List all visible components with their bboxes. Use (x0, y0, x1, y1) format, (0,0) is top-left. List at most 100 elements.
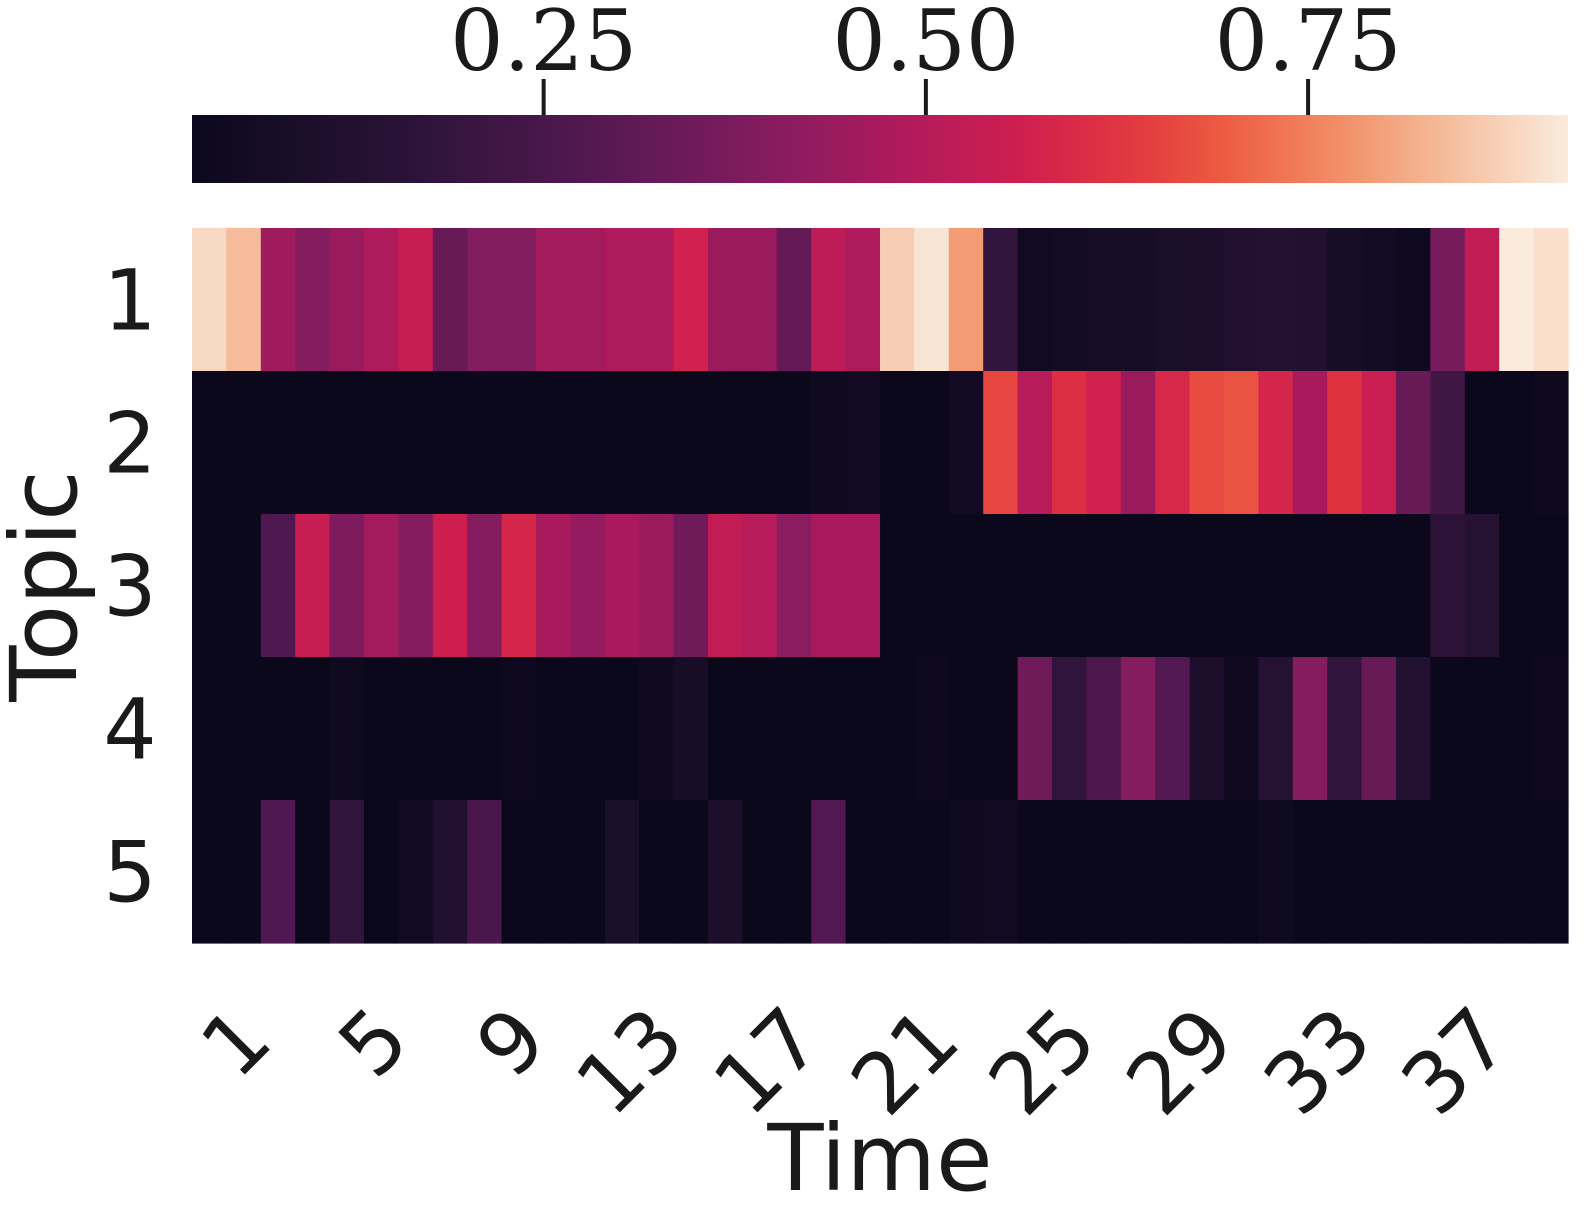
heatmap-cell (604, 800, 640, 944)
heatmap-cell (260, 228, 296, 372)
heatmap-cell (811, 371, 847, 515)
heatmap-cell (467, 371, 503, 515)
heatmap-cell (673, 228, 709, 372)
heatmap-cell (1430, 514, 1466, 658)
heatmap-cell (1327, 800, 1363, 944)
heatmap-cell (1120, 800, 1156, 944)
heatmap-cell (1052, 514, 1087, 658)
heatmap-cell (845, 800, 881, 944)
heatmap-cell (329, 657, 365, 801)
heatmap-cell (1292, 228, 1328, 372)
heatmap-cell (708, 371, 743, 515)
heatmap-cell (604, 371, 640, 515)
heatmap-cell (1499, 514, 1535, 658)
heatmap-cell (1224, 228, 1259, 372)
colorbar-tick-label: 0.75 (1215, 0, 1402, 90)
heatmap-cell (1533, 371, 1569, 515)
heatmap-cell (1327, 657, 1363, 801)
heatmap-cell (398, 228, 434, 372)
heatmap-cell (432, 800, 468, 944)
heatmap-cell (1396, 657, 1431, 801)
heatmap-cell (1327, 514, 1363, 658)
y-axis-label: Topic (0, 470, 98, 702)
heatmap-cell (1086, 800, 1122, 944)
heatmap-cell (1396, 514, 1431, 658)
heatmap-cell (845, 657, 881, 801)
heatmap-cells (192, 228, 1569, 944)
x-tick-label: 1 (182, 989, 289, 1096)
heatmap-cell (467, 228, 503, 372)
heatmap-cell (983, 228, 1019, 372)
heatmap-cell (776, 228, 812, 372)
heatmap-cell (673, 514, 709, 658)
heatmap-cell (604, 228, 640, 372)
heatmap-cell (673, 800, 709, 944)
heatmap-cell (914, 657, 950, 801)
heatmap-cell (226, 657, 262, 801)
heatmap-cell (1155, 800, 1191, 944)
heatmap-cell (742, 514, 778, 658)
heatmap-cell (948, 371, 984, 515)
heatmap-cell (192, 371, 227, 515)
heatmap-cell (467, 657, 503, 801)
heatmap-cell (1189, 514, 1225, 658)
heatmap-cell (983, 371, 1019, 515)
heatmap-cell (1464, 800, 1500, 944)
heatmap-cell (501, 657, 537, 801)
heatmap-cell (1533, 514, 1569, 658)
heatmap-cell (742, 228, 778, 372)
heatmap-cell (1533, 228, 1569, 372)
heatmap-cell (432, 228, 468, 372)
heatmap-cell (1464, 228, 1500, 372)
heatmap-cell (845, 514, 881, 658)
heatmap-cell (948, 800, 984, 944)
heatmap-cell (1017, 657, 1053, 801)
heatmap-cell (295, 371, 331, 515)
heatmap-cell (1086, 371, 1122, 515)
heatmap-cell (1396, 371, 1431, 515)
y-tick-label: 5 (103, 824, 156, 922)
heatmap-cell (1189, 800, 1225, 944)
heatmap-cell (1017, 371, 1053, 515)
y-tick-label: 3 (103, 538, 156, 636)
heatmap-cell (1361, 371, 1397, 515)
heatmap-cell (295, 514, 331, 658)
heatmap-cell (1258, 514, 1294, 658)
heatmap-cell (880, 228, 915, 372)
heatmap-cell (1430, 371, 1466, 515)
heatmap-cell (1396, 800, 1431, 944)
heatmap-cell (1189, 228, 1225, 372)
heatmap-cell (1155, 371, 1191, 515)
heatmap-cell (260, 371, 296, 515)
heatmap-cell (1396, 228, 1431, 372)
heatmap-cell (776, 800, 812, 944)
heatmap-cell (398, 514, 434, 658)
heatmap-cell (398, 800, 434, 944)
colorbar-tick-label: 0.25 (450, 0, 637, 90)
heatmap-cell (570, 371, 606, 515)
heatmap-cell (1327, 228, 1363, 372)
heatmap-cell (1086, 514, 1122, 658)
heatmap-cell (1120, 228, 1156, 372)
heatmap-cell (1430, 228, 1466, 372)
heatmap-cell (226, 800, 262, 944)
heatmap-cell (1224, 800, 1259, 944)
heatmap-cell (948, 657, 984, 801)
heatmap-cell (1120, 514, 1156, 658)
heatmap-cell (1120, 371, 1156, 515)
heatmap-cell (467, 514, 503, 658)
heatmap-cell (570, 657, 606, 801)
heatmap-cell (1361, 228, 1397, 372)
colorbar-tick-label: 0.50 (832, 0, 1019, 90)
heatmap-cell (1155, 228, 1191, 372)
heatmap-cell (1224, 657, 1259, 801)
heatmap-cell (708, 228, 743, 372)
heatmap-cell (295, 800, 331, 944)
heatmap-cell (1464, 657, 1500, 801)
heatmap-cell (329, 228, 365, 372)
heatmap-cell (914, 514, 950, 658)
heatmap-cell (192, 228, 227, 372)
heatmap-cell (1533, 657, 1569, 801)
heatmap-cell (845, 371, 881, 515)
heatmap-cell (432, 371, 468, 515)
